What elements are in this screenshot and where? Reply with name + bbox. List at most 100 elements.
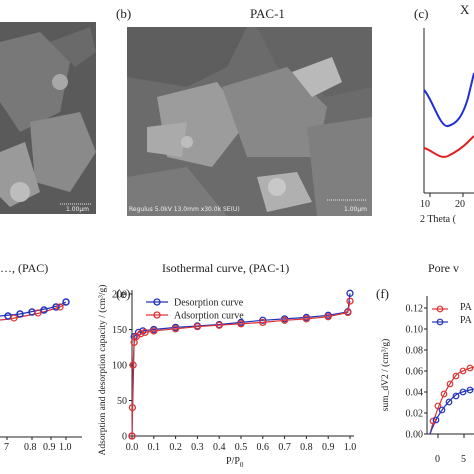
panel-f-point <box>446 380 454 388</box>
x-tick-label: 0.1 <box>148 442 161 451</box>
panel-f-point <box>452 372 460 380</box>
panel-d-point <box>4 312 12 320</box>
y-tick-label: 0 <box>122 432 127 443</box>
x-tick-label: 0.7 <box>278 442 291 451</box>
panel-f-point <box>434 402 442 410</box>
panel-e-label: (e) <box>116 286 131 301</box>
panel-f-y-tick-label: 0.12 <box>406 304 424 315</box>
panel-f-point <box>466 364 474 372</box>
x-tick-label: 0.4 <box>213 442 226 451</box>
y-tick-label: 100 <box>112 361 127 372</box>
panel-d-point <box>62 298 70 306</box>
legend-marker-red <box>436 305 444 313</box>
panel-f-chart: 0.00 0.02 0.04 0.06 0.08 0.10 0.12 <box>406 296 474 441</box>
data-point <box>141 328 149 336</box>
data-point <box>193 323 202 331</box>
panel-f-markers <box>429 364 474 425</box>
panel-f-x-tick-label: 0 <box>435 454 440 465</box>
panel-f-y-tick-label: 0.00 <box>406 430 424 441</box>
data-point <box>346 289 354 297</box>
panel-f-x-tick-label: 5 <box>461 454 466 465</box>
x-tick-label: 0.5 <box>235 442 248 451</box>
data-point <box>280 316 289 324</box>
panel-f-legend-item: PA <box>460 302 472 313</box>
xrd-tick-label: 20 <box>455 199 465 210</box>
caption-pore: Pore v <box>428 261 459 275</box>
legend-marker <box>153 311 161 319</box>
data-point <box>237 320 245 328</box>
panel-f-label: (f) <box>376 286 389 301</box>
panel-f-point <box>438 406 446 414</box>
panel-d-markers <box>4 298 70 322</box>
panel-f-y-tick-label: 0.02 <box>406 409 424 420</box>
caption-pac: …, (PAC) <box>0 261 49 275</box>
x-tick-label: 0.3 <box>191 442 204 451</box>
x-tick-label: 0.8 <box>300 442 313 451</box>
isotherm-y-label: Adsorption and desorption capacity / (cm… <box>98 284 108 456</box>
legend-marker-blue <box>436 318 444 326</box>
panel-f-legend <box>432 305 448 326</box>
panel-d-point <box>10 314 18 322</box>
x-tick-label: 0.2 <box>169 442 182 451</box>
panel-c-title: X <box>460 2 470 17</box>
panel-f-point <box>466 386 474 394</box>
panel-d-point <box>40 306 48 314</box>
panel-f-point <box>432 416 440 424</box>
data-point <box>150 327 158 335</box>
panel-d-point <box>16 310 24 318</box>
data-point <box>344 308 352 317</box>
data-point <box>324 313 332 321</box>
xrd-tick-label: 10 <box>420 199 430 210</box>
panel-d-point <box>56 303 64 311</box>
sem-image-pac: 1.00μm <box>0 22 96 214</box>
panel-f-point <box>459 388 467 396</box>
data-point <box>302 315 311 323</box>
x-tick-label: 0.9 <box>322 442 335 451</box>
data-point <box>171 325 180 333</box>
caption-isotherm: Isothermal curve, (PAC-1) <box>162 261 290 275</box>
x-tick-label: 1.0 <box>344 442 357 451</box>
x-tick-label: 0.6 <box>257 442 270 451</box>
panel-f-red-line <box>429 366 474 435</box>
sem-image-pac-1: Regulus 5.0kV 13.0mm x30.0k SE(U) 1.00μm <box>127 27 372 216</box>
y-tick-label: 50 <box>117 396 127 407</box>
panel-f-point <box>440 390 448 398</box>
panel-f-y-tick-label: 0.06 <box>406 367 424 378</box>
legend-label: Adsorption curve <box>174 311 244 322</box>
panel-d-point <box>52 303 60 311</box>
panel-f-y-tick-label: 0.10 <box>406 325 424 336</box>
xrd-blue-line <box>423 72 474 127</box>
legend-marker <box>153 298 161 306</box>
panel-f-point <box>452 392 460 400</box>
panel-b-label: (b) <box>116 6 132 21</box>
panel-c-label: (c) <box>414 6 429 21</box>
legend-label: Desorption curve <box>174 298 244 309</box>
isotherm-x-label: P/P0 <box>226 456 244 469</box>
data-point <box>128 432 136 440</box>
panel-f-legend-item: PA <box>460 315 472 326</box>
panel-f-point <box>445 398 453 406</box>
panel-f-y-label: sum_dV2 / (cm³/g) <box>381 338 391 412</box>
panel-d-tick-label: 0.8 <box>24 442 37 453</box>
sem-info: Regulus 5.0kV 13.0mm x30.0k SE(U) <box>129 206 240 213</box>
x-tick-label: 0.0 <box>126 442 139 451</box>
panel-f-y-tick-label: 0.08 <box>406 346 424 357</box>
panel-f-point <box>459 367 467 375</box>
panel-f-y-tick-label: 0.04 <box>406 388 424 399</box>
y-tick-label: 150 <box>112 325 127 336</box>
scalebar-label: 1.00μm <box>344 206 368 213</box>
panel-d-chart <box>0 298 82 440</box>
data-point <box>129 361 137 369</box>
data-point <box>346 297 354 305</box>
xrd-x-label: 2 Theta ( <box>420 214 456 225</box>
panel-d-point <box>34 309 42 317</box>
xrd-red-line <box>423 135 474 158</box>
xrd-chart <box>423 28 474 197</box>
data-point <box>137 330 145 338</box>
panel-f-blue-line <box>429 388 474 435</box>
y-tick-label: 200 <box>112 290 127 301</box>
panel-f-point <box>429 417 437 425</box>
panel-b-title: PAC-1 <box>250 6 285 21</box>
isotherm-chart: 0.0 0.1 0.2 0.3 0.4 0.5 0.6 0.7 0.8 0.9 1.0 0 50 100 1… <box>112 289 357 452</box>
data-point <box>259 316 267 324</box>
